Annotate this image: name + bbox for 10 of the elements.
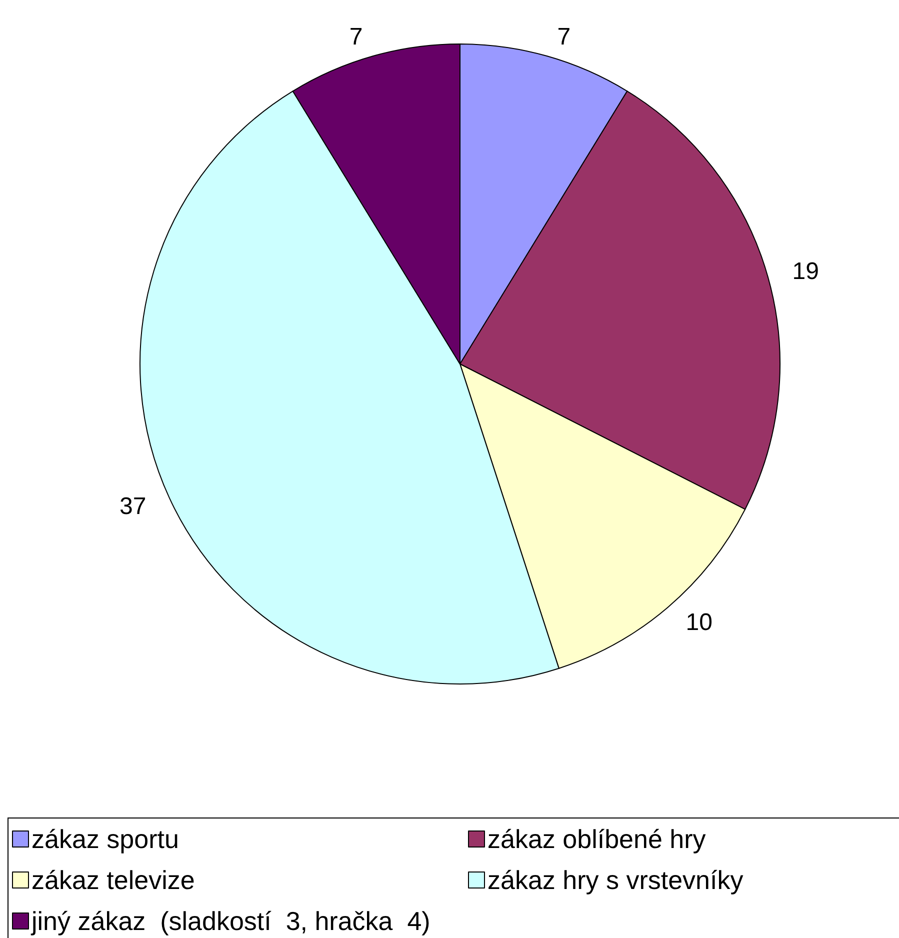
data-label: 19 <box>792 258 819 286</box>
legend-label: zákaz sportu <box>32 824 179 854</box>
data-label: 37 <box>120 492 146 520</box>
data-label: 10 <box>686 609 713 636</box>
legend-label: zákaz televize <box>32 865 195 895</box>
data-label: 7 <box>557 23 571 50</box>
legend-label: zákaz oblíbené hry <box>488 824 706 854</box>
legend-label: jiný zákaz (sladkostí 3, hračka 4) <box>30 906 430 936</box>
legend-label: zákaz hry s vrstevníky <box>488 865 744 895</box>
data-label: 7 <box>349 23 363 50</box>
